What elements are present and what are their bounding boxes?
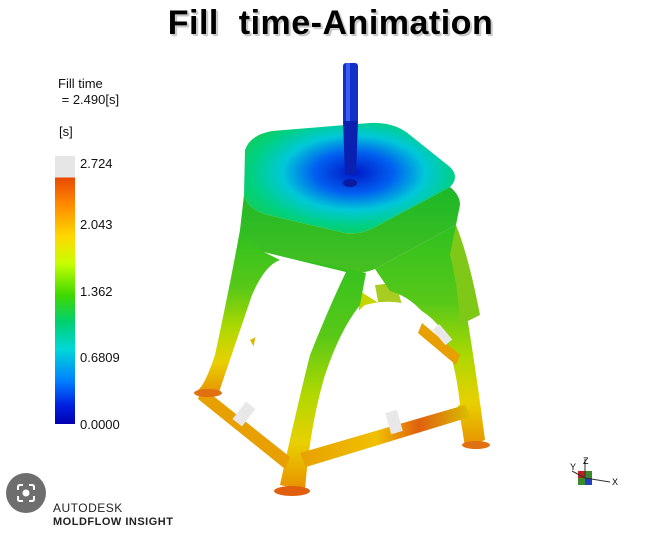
- stool-model-view: [194, 63, 490, 496]
- brand-logo: AUTODESK MOLDFLOW INSIGHT: [53, 501, 173, 529]
- triad-y-label: Y: [570, 462, 576, 472]
- legend-tick: 1.362: [80, 284, 113, 299]
- legend-tick: 2.043: [80, 217, 113, 232]
- legend-tick: 2.724: [80, 156, 113, 171]
- axis-triad-icon: Y Z X: [570, 456, 618, 487]
- legend-unit: [s]: [59, 124, 73, 139]
- color-scale-bar: [55, 156, 75, 424]
- result-name: Fill time: [58, 76, 103, 91]
- result-info: Fill time = 2.490[s]: [58, 76, 119, 108]
- brand-company: AUTODESK: [53, 501, 123, 515]
- legend-tick: 0.0000: [80, 417, 120, 432]
- triad-z-label: Z: [583, 456, 589, 466]
- legend-tick: 0.6809: [80, 350, 120, 365]
- triad-x-label: X: [612, 477, 618, 487]
- result-value: = 2.490[s]: [58, 92, 120, 107]
- page-title: Fill time-Animation: [167, 4, 494, 42]
- lens-search-icon: [17, 484, 35, 502]
- lens-search-button[interactable]: [6, 473, 46, 513]
- brand-product: MOLDFLOW INSIGHT: [53, 516, 174, 528]
